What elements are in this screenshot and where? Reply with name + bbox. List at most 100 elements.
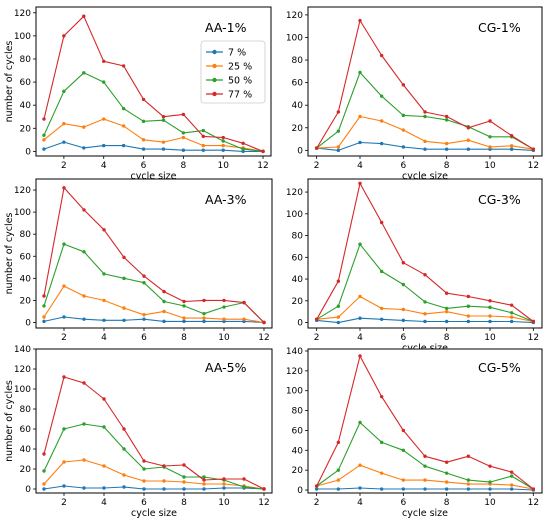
x-tick-label: 2 [314,498,320,508]
x-tick-label: 4 [357,333,363,343]
series-line [43,376,265,490]
x-axis-label: cycle size [131,508,177,519]
data-point [142,281,146,285]
data-point [181,131,186,135]
data-point [423,139,427,144]
data-point [161,118,166,122]
data-point [202,487,206,491]
data-point [509,483,514,487]
data-point [444,306,449,311]
data-point [42,138,46,142]
data-point [488,319,492,324]
y-tick-label: 20 [20,465,32,475]
data-point [314,487,319,491]
data-point [122,427,126,431]
data-point [509,303,514,307]
data-point [358,294,362,299]
data-point [62,375,66,379]
data-point [62,315,66,319]
series-7 [314,316,536,325]
y-tick-label: 60 [20,425,32,435]
legend-item-7: 7 % [206,48,246,59]
data-point [42,469,46,473]
data-point [531,319,536,324]
legend: 7 % 25 % 50 % 77 % [200,40,266,104]
data-point [488,487,492,491]
legend-label: 25 % [228,62,252,73]
y-tick-label: 60 [292,426,304,436]
data-point [379,471,384,475]
data-point [336,468,341,472]
x-tick-label: 6 [400,161,406,171]
series-25 [314,114,536,151]
data-point [82,458,86,462]
data-point [466,126,471,130]
data-point [182,319,186,324]
data-point [62,427,66,431]
series-line [43,243,265,323]
y-tick-label: 100 [14,32,31,42]
data-point [62,460,66,464]
data-point [401,282,406,287]
data-point [222,298,226,303]
data-point [379,317,384,321]
x-tick-label: 8 [181,161,187,171]
data-point [102,464,106,468]
data-point [423,147,427,151]
data-point [509,147,514,151]
y-tick-label: 60 [20,78,32,88]
data-point [466,478,471,482]
data-point [202,319,206,324]
data-point [82,250,86,254]
data-point [379,119,384,123]
series-line [43,141,263,152]
data-point [401,318,406,323]
plot-frame [35,348,273,494]
data-point [122,255,126,260]
x-tick-label: 4 [101,498,107,508]
data-point [122,306,126,310]
series-7 [314,140,536,153]
data-point [202,311,206,316]
x-tick-label: 4 [101,333,107,343]
x-tick-label: 12 [258,498,269,508]
data-point [358,181,362,186]
data-point [466,294,471,299]
x-tick-label: 12 [528,498,539,508]
data-point [182,463,186,467]
data-point [42,133,46,137]
data-point [358,463,362,467]
data-point [466,304,471,308]
data-point [122,318,126,322]
data-point [358,18,362,23]
y-tick-label: 20 [20,124,32,134]
data-point [42,315,46,319]
data-point [336,129,341,133]
data-point [423,478,427,482]
data-point [262,320,266,325]
data-point [466,138,471,142]
y-tick-label: 80 [292,407,304,417]
data-point [141,147,146,151]
legend-item-50: 50 % [206,76,252,87]
series-line [43,316,265,324]
x-tick-label: 12 [528,333,539,343]
x-tick-label: 8 [181,498,187,508]
data-point [379,487,384,491]
panel-title: CG-3% [478,192,521,207]
data-point [336,440,341,445]
data-point [242,485,246,489]
panel-title: CG-1% [478,20,521,35]
data-point [82,381,86,385]
data-point [423,312,427,316]
x-tick-label: 4 [357,498,363,508]
data-point [379,53,384,58]
data-point [222,486,226,490]
data-point [444,291,449,295]
y-tick-label: 100 [14,385,31,395]
data-point [82,486,86,490]
